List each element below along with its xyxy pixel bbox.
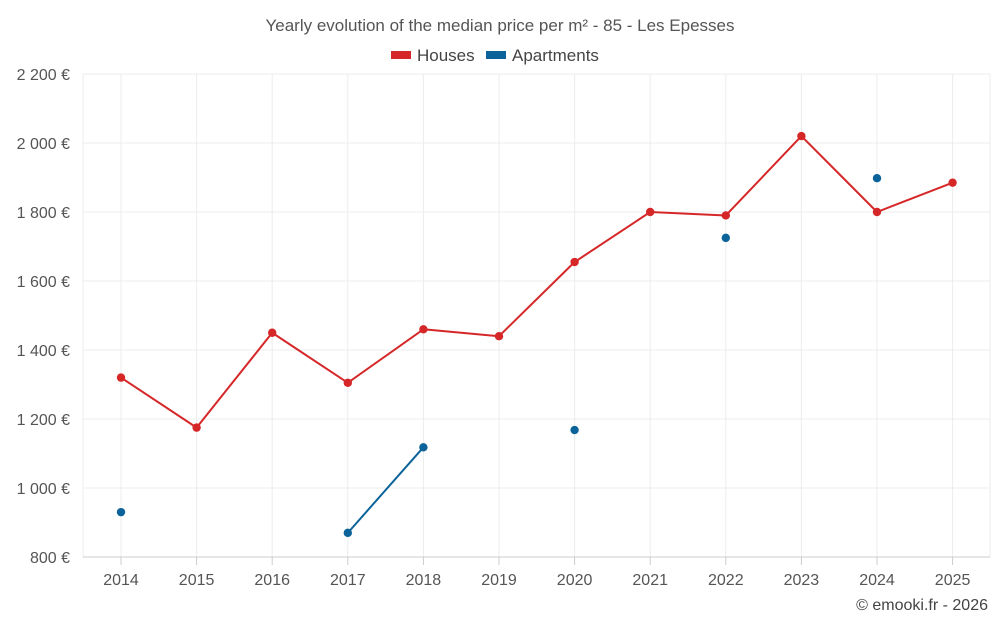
legend-item-apartments[interactable]: Apartments — [486, 46, 599, 65]
x-tick-label: 2015 — [179, 572, 215, 589]
data-point-houses[interactable] — [116, 373, 126, 382]
series-line-houses — [271, 331, 349, 384]
y-axis-ticks: 800 € 1 000 € 1 200 € 1 400 € 1 600 € 1 800 €… — [17, 67, 70, 567]
data-point-houses[interactable] — [419, 325, 428, 334]
series-line-houses — [498, 261, 576, 338]
data-point-houses[interactable] — [646, 207, 655, 217]
grid — [82, 73, 991, 558]
y-tick-label: 1 400 € — [17, 343, 70, 360]
x-tick-label: 2019 — [481, 572, 517, 589]
x-tick-label: 2023 — [784, 572, 820, 589]
data-point-houses[interactable] — [721, 211, 730, 220]
x-tick-label: 2017 — [330, 572, 366, 589]
y-tick-label: 1 000 € — [17, 481, 70, 498]
data-point-houses[interactable] — [872, 207, 882, 217]
data-point-houses[interactable] — [494, 332, 504, 341]
legend-swatch-houses — [391, 51, 411, 59]
legend-label-houses: Houses — [417, 46, 475, 65]
x-tick-label: 2024 — [859, 572, 895, 589]
x-tick-label: 2025 — [935, 572, 971, 589]
series-line-houses — [724, 135, 803, 217]
x-tick-label: 2018 — [406, 572, 442, 589]
series-line-houses — [346, 328, 425, 384]
data-point-houses[interactable] — [343, 378, 352, 387]
x-axis-ticks: 2014 2015 2016 2017 2018 2019 2020 2021 2022 2023… — [103, 557, 970, 589]
series-line-houses — [573, 211, 652, 264]
data-point-apartments[interactable] — [570, 425, 579, 435]
x-tick-label: 2020 — [557, 572, 593, 589]
series-layer — [116, 131, 957, 538]
x-tick-label: 2021 — [632, 572, 668, 589]
data-point-houses[interactable] — [948, 178, 957, 187]
series-line-apartments — [346, 446, 425, 534]
credit-text: © emooki.fr - 2026 — [856, 597, 988, 614]
series-line-houses — [649, 211, 727, 217]
data-point-houses[interactable] — [797, 131, 806, 141]
y-tick-label: 1 600 € — [17, 274, 70, 291]
y-tick-label: 2 000 € — [17, 136, 70, 153]
data-point-houses[interactable] — [570, 257, 579, 267]
y-tick-label: 1 200 € — [17, 412, 70, 429]
series-line-houses — [120, 376, 198, 429]
series-line-houses — [876, 181, 954, 213]
y-tick-label: 800 € — [30, 550, 70, 567]
x-tick-label: 2014 — [103, 572, 139, 589]
data-point-apartments[interactable] — [419, 443, 428, 452]
series-line-houses — [800, 135, 878, 213]
legend-item-houses[interactable]: Houses — [391, 46, 475, 65]
x-tick-label: 2016 — [254, 572, 290, 589]
legend-swatch-apartments — [486, 51, 506, 59]
legend-label-apartments: Apartments — [512, 46, 599, 65]
data-point-apartments[interactable] — [343, 528, 352, 538]
data-point-apartments[interactable] — [721, 233, 730, 243]
data-point-houses[interactable] — [192, 423, 201, 432]
y-tick-label: 2 200 € — [17, 67, 70, 84]
chart-title: Yearly evolution of the median price per… — [265, 16, 734, 35]
data-point-houses[interactable] — [268, 328, 277, 337]
data-point-apartments[interactable] — [872, 173, 882, 183]
series-line-houses — [195, 331, 274, 429]
data-point-apartments[interactable] — [116, 507, 126, 517]
series-line-houses — [422, 328, 500, 338]
y-tick-label: 1 800 € — [17, 205, 70, 222]
legend: Houses Apartments — [391, 46, 599, 65]
x-tick-label: 2022 — [708, 572, 744, 589]
